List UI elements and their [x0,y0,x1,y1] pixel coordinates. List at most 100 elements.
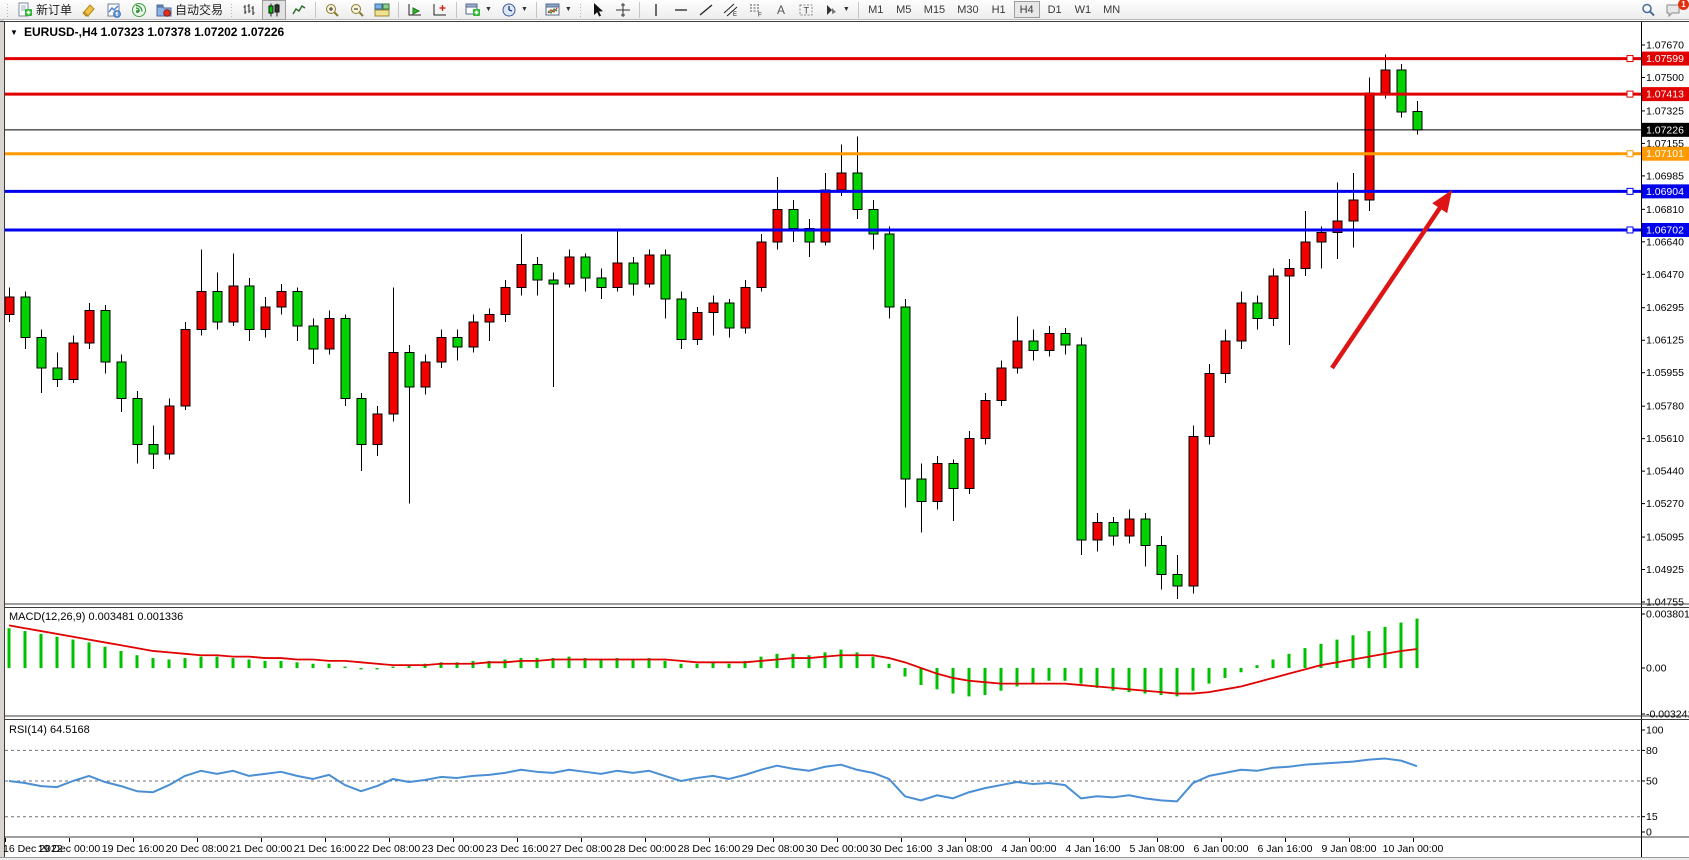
signals-button[interactable] [127,0,151,20]
price-tick-label: 1.07670 [1646,40,1684,52]
zoom-out-icon [349,2,365,18]
horizontal-line[interactable] [5,150,1641,158]
macd-bar [1335,639,1339,668]
candle [132,390,143,464]
macd-bar [1143,668,1147,694]
notifications-button[interactable]: 1 [1661,0,1689,20]
candle [292,287,303,342]
one-click-arrow[interactable]: ▼ [10,28,18,37]
macd-bar [631,659,635,668]
line-chart-button[interactable] [287,0,311,20]
line-handle[interactable] [1626,90,1634,98]
profiles-button[interactable]: ▼ [497,0,532,20]
trendline-button[interactable] [694,0,718,20]
candle [116,354,127,412]
horizontal-line[interactable] [5,55,1641,63]
line-handle[interactable] [1626,226,1634,234]
eraser-button[interactable] [77,0,101,20]
time-tick-label: 22 Dec 08:00 [358,843,421,855]
candle [436,329,447,368]
line-handle[interactable] [1626,187,1634,195]
time-tick-label: 4 Jan 00:00 [1002,843,1057,855]
candle [740,280,751,334]
price-tick-label: 1.07500 [1646,72,1684,84]
zoom-out-button[interactable] [345,0,369,20]
cursor-button[interactable] [586,0,610,20]
line-handle[interactable] [1626,150,1634,158]
rsi-label: RSI(14) 64.5168 [9,724,90,736]
time-tick-label: 6 Jan 00:00 [1194,843,1249,855]
chart-upload-button[interactable] [102,0,126,20]
auto-scroll-icon [407,2,423,18]
chart-window-button[interactable]: ▼ [541,0,576,20]
tile-windows-button[interactable] [370,0,394,20]
autotrading-icon [156,2,172,18]
fibonacci-icon: F [748,2,764,18]
rsi-tick-label: 50 [1646,776,1658,788]
chart-area[interactable]: 1.076701.075001.073251.071551.069851.068… [0,20,1689,860]
timeframe-M5[interactable]: M5 [891,1,917,18]
chevron-down-icon: ▼ [520,6,528,13]
macd-bar [1111,668,1115,691]
main-chart-panel[interactable] [4,54,1641,600]
macd-panel[interactable]: 0.003801 0.00 -0.003241 MACD(12,26,9) 0.003… [7,609,1689,721]
text-label-button[interactable]: T [794,0,818,20]
text-button[interactable]: A [769,0,793,20]
fibonacci-button[interactable]: F [744,0,768,20]
zoom-in-button[interactable] [320,0,344,20]
macd-bar [599,659,603,668]
toolbar-grip[interactable] [578,2,583,17]
candle [500,280,511,323]
horizontal-line[interactable] [5,90,1641,98]
autotrading-button[interactable]: 自动交易 [152,0,227,20]
new-order-button[interactable]: 新订单 [13,0,76,20]
time-tick-label: 5 Jan 08:00 [1130,843,1185,855]
crosshair-button[interactable] [611,0,635,20]
arrows-button[interactable]: ▼ [819,0,854,20]
horizontal-line-icon [673,2,689,18]
status-strip [0,857,1689,860]
horizontal-line[interactable] [5,187,1641,195]
line-handle[interactable] [1626,55,1634,63]
horizontal-line-button[interactable] [669,0,693,20]
timeframe-H1[interactable]: H1 [986,1,1012,18]
macd-bar [103,646,107,668]
auto-scroll-button[interactable] [403,0,427,20]
svg-text:1.06702: 1.06702 [1646,224,1684,236]
toolbar-grip[interactable] [230,2,235,17]
toolbar-grip[interactable] [6,2,10,17]
horizontal-line[interactable] [5,226,1641,234]
candle [804,218,815,258]
equidistant-channel-button[interactable]: E [719,0,743,20]
macd-bar [1415,618,1419,668]
macd-bar [1191,668,1195,691]
zoom-in-icon [324,2,340,18]
timeframe-M1[interactable]: M1 [863,1,889,18]
timeframe-M15[interactable]: M15 [919,1,950,18]
timeframe-MN[interactable]: MN [1098,1,1125,18]
vertical-line-button[interactable] [644,0,668,20]
macd-bar [535,658,539,668]
rsi-panel[interactable]: 100 80 50 15 0 RSI(14) 64.5168 [5,724,1664,839]
macd-bar [1095,668,1099,688]
trend-arrow[interactable] [1330,190,1452,370]
timeframe-H4[interactable]: H4 [1013,1,1040,18]
macd-bar [743,660,747,668]
macd-bar [119,650,123,668]
chart-window-icon [545,2,561,18]
new-chart-button[interactable]: ▼ [461,0,496,20]
macd-bar [1079,668,1083,684]
timeframe-D1[interactable]: D1 [1042,1,1068,18]
timeframe-M30[interactable]: M30 [952,1,983,18]
macd-bar [1175,668,1179,697]
notification-badge: 1 [1678,0,1689,10]
candle [932,455,943,510]
price-tick-label: 1.06125 [1646,335,1684,347]
bar-chart-button[interactable] [237,0,261,20]
search-button[interactable] [1636,0,1660,20]
macd-bar [23,631,27,668]
chart-shift-button[interactable] [428,0,452,20]
candlestick-chart-button[interactable] [262,0,287,20]
timeframe-W1[interactable]: W1 [1070,1,1097,18]
